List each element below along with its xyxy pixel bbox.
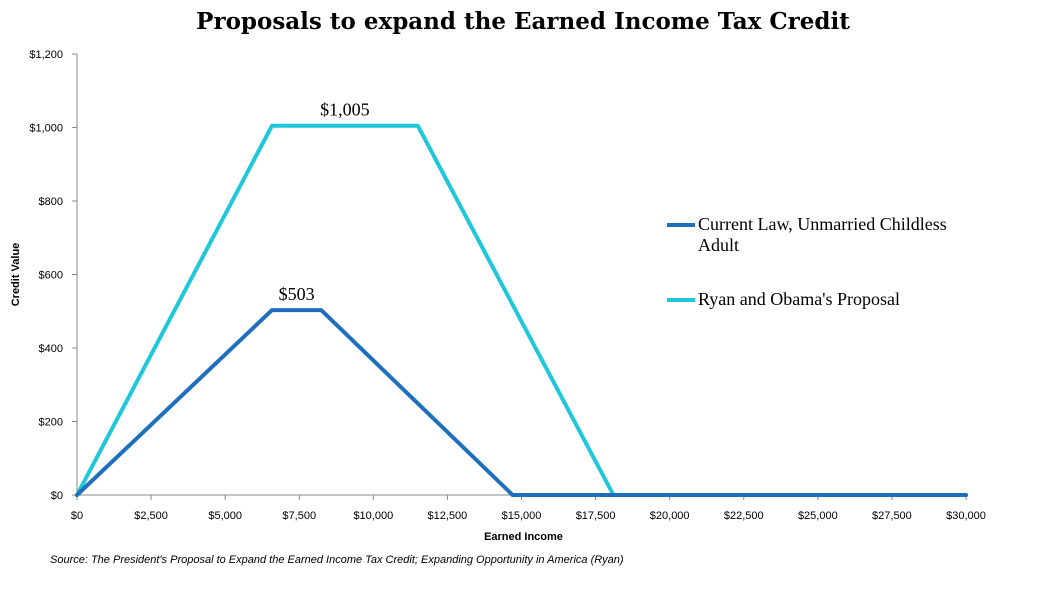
- source-note: Source: The President's Proposal to Expa…: [50, 554, 624, 566]
- y-tick-label: $800: [39, 196, 63, 208]
- data-label: $1,005: [320, 100, 370, 120]
- legend-label: Adult: [698, 235, 739, 255]
- legend-label: Ryan and Obama's Proposal: [698, 289, 900, 309]
- x-tick-label: $12,500: [428, 510, 468, 522]
- y-tick-label: $1,000: [29, 123, 63, 135]
- y-tick-label: $1,200: [29, 49, 63, 61]
- x-tick-label: $27,500: [872, 510, 912, 522]
- x-tick-label: $15,000: [502, 510, 542, 522]
- chart-title: Proposals to expand the Earned Income Ta…: [196, 8, 850, 35]
- x-tick-label: $25,000: [798, 510, 838, 522]
- x-tick-label: $20,000: [650, 510, 690, 522]
- series-line-0: [75, 308, 968, 497]
- x-tick-label: $2,500: [134, 510, 168, 522]
- y-tick-label: $200: [39, 417, 63, 429]
- x-tick-label: $7,500: [282, 510, 316, 522]
- x-axis-title: Earned Income: [484, 531, 563, 543]
- x-tick-label: $22,500: [724, 510, 764, 522]
- y-tick-label: $600: [39, 270, 63, 282]
- x-tick-label: $17,500: [576, 510, 616, 522]
- x-tick-label: $0: [71, 510, 83, 522]
- data-label: $503: [279, 284, 315, 304]
- y-tick-label: $0: [51, 490, 63, 502]
- x-tick-label: $10,000: [353, 510, 393, 522]
- legend-label: Current Law, Unmarried Childless: [698, 214, 947, 234]
- series-line-1: [75, 123, 968, 497]
- x-tick-label: $5,000: [208, 510, 242, 522]
- y-tick-label: $400: [39, 343, 63, 355]
- x-tick-label: $30,000: [946, 510, 986, 522]
- y-axis-title: Credit Value: [10, 243, 22, 307]
